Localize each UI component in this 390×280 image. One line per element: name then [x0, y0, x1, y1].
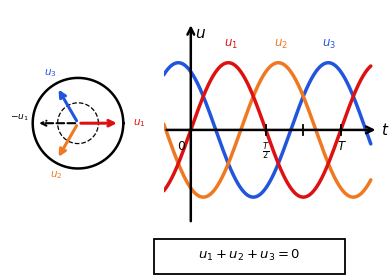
Text: $u_3$: $u_3$ [44, 67, 57, 79]
Text: $u$: $u$ [195, 26, 206, 41]
Text: $T$: $T$ [337, 140, 347, 153]
Text: $u_1$: $u_1$ [133, 117, 146, 129]
Text: $-u_1$: $-u_1$ [10, 113, 28, 123]
Text: $u_3$: $u_3$ [322, 38, 336, 51]
Text: $t$: $t$ [381, 122, 390, 138]
Text: $u_2$: $u_2$ [274, 38, 288, 51]
FancyBboxPatch shape [154, 239, 345, 274]
Text: $u_1$: $u_1$ [224, 38, 238, 51]
Text: $u_2$: $u_2$ [50, 170, 63, 181]
Text: $\frac{T}{2}$: $\frac{T}{2}$ [262, 140, 269, 162]
Text: $u_1 + u_2 + u_3 = 0$: $u_1 + u_2 + u_3 = 0$ [199, 248, 301, 263]
Text: 0: 0 [177, 140, 185, 153]
